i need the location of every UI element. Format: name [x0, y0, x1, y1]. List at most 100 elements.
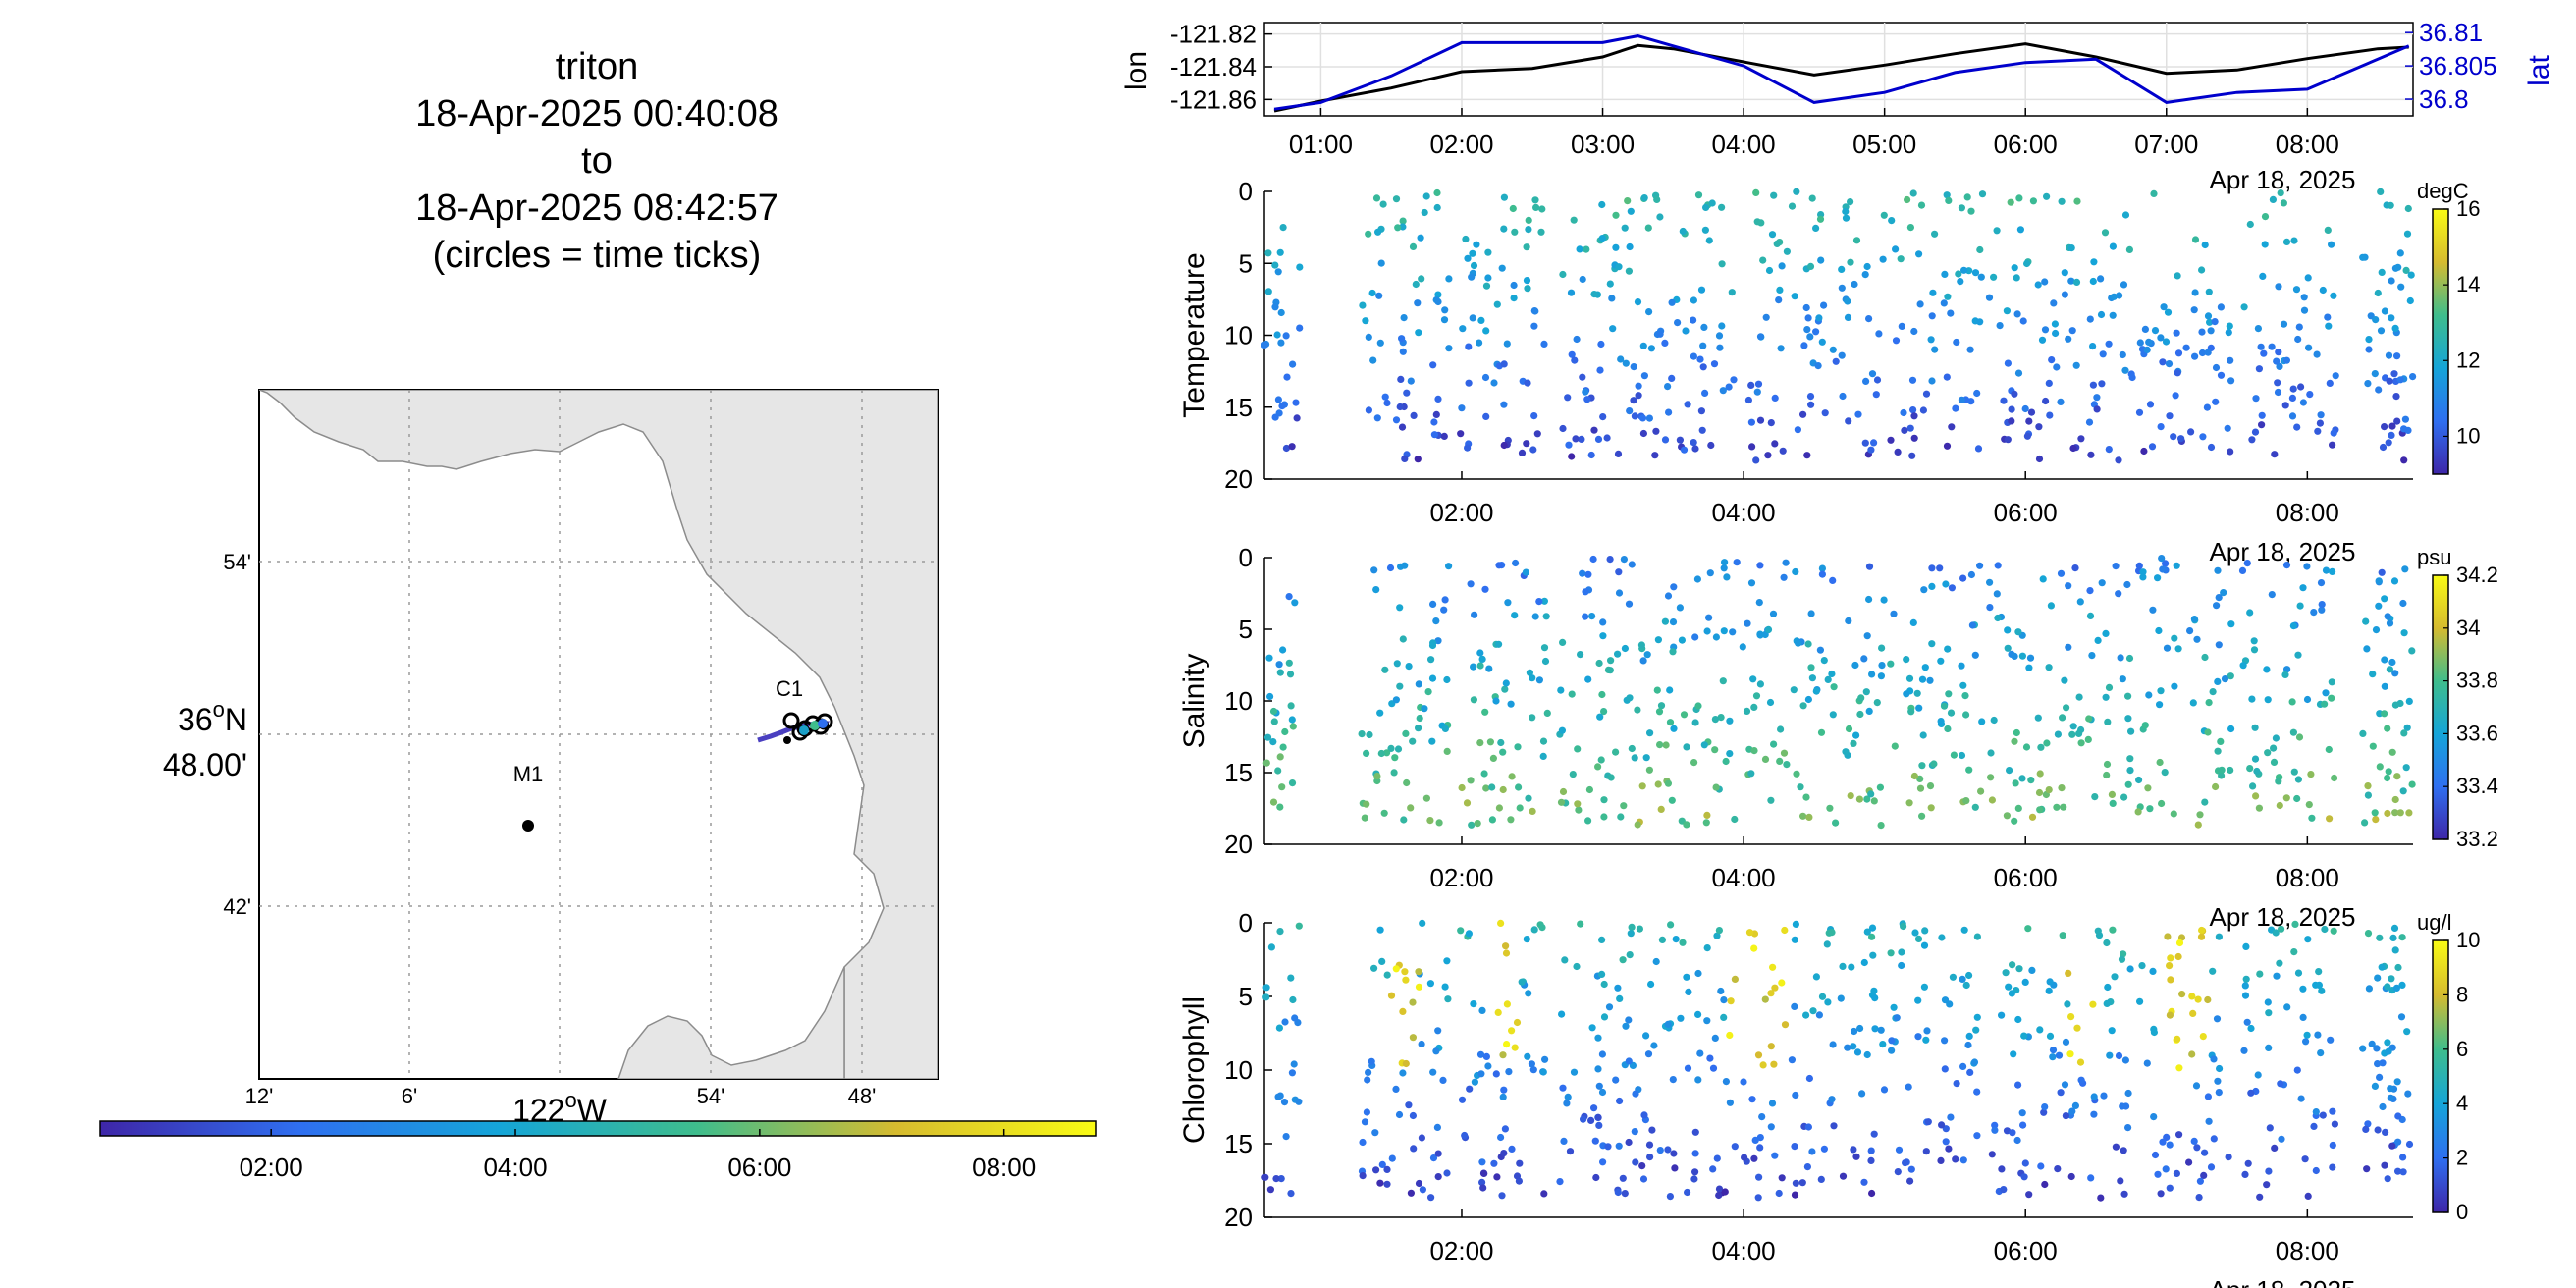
temperature-point — [1996, 322, 2004, 330]
chlorophyll-point — [1837, 994, 1845, 1002]
chlorophyll-point — [2405, 1140, 2414, 1149]
temperature-point — [2324, 313, 2332, 321]
temperature-point — [2164, 308, 2173, 316]
chlorophyll-point — [1792, 1179, 1799, 1187]
temperature-point — [1756, 333, 1765, 341]
chlorophyll-point — [2256, 1193, 2264, 1201]
salinity-colorbar-tick-label: 33.6 — [2456, 721, 2498, 745]
temperature-point — [1624, 197, 1632, 205]
chlorophyll-point — [2379, 1102, 2387, 1111]
chlorophyll-point — [2111, 973, 2119, 981]
chlorophyll-point — [2247, 1024, 2255, 1033]
chlorophyll-point — [1383, 971, 1391, 979]
salinity-point — [1643, 651, 1651, 659]
salinity-point — [2221, 675, 2229, 683]
salinity-point — [2214, 747, 2222, 755]
salinity-point — [1826, 804, 1834, 812]
temperature-point — [1538, 205, 1546, 213]
salinity-point — [1507, 816, 1515, 824]
chlorophyll-point — [2214, 1077, 2222, 1085]
salinity-point — [2326, 815, 2334, 823]
temperature-point — [1682, 327, 1690, 335]
salinity-point — [1940, 702, 1949, 710]
chlorophyll-point — [2014, 1081, 2022, 1089]
temperature-point — [2403, 230, 2412, 238]
chlorophyll-point — [1280, 1099, 1289, 1106]
salinity-point — [2288, 698, 2296, 706]
temperature-point — [1944, 293, 1952, 300]
chlorophyll-point — [1858, 1090, 1866, 1098]
salinity-point — [2157, 687, 2165, 695]
chlorophyll-point — [1767, 1043, 1775, 1050]
temperature-point — [1498, 264, 1506, 272]
salinity-point — [2163, 644, 2172, 652]
chlorophyll-point — [2164, 933, 2172, 940]
salinity-point — [2372, 816, 2380, 824]
salinity-point — [1693, 575, 1701, 583]
temperature-point — [2406, 296, 2414, 305]
chlorophyll-point — [1959, 975, 1966, 984]
chlorophyll-point — [2008, 990, 2015, 997]
temperature-point — [2292, 286, 2301, 294]
temperature-point — [2035, 455, 2044, 463]
salinity-point — [1857, 694, 1865, 702]
temperature-point — [2273, 357, 2281, 365]
salinity-point — [1373, 772, 1381, 780]
chlorophyll-point — [2020, 1173, 2028, 1181]
temperature-point — [1647, 345, 1655, 352]
salinity-point — [1390, 769, 1398, 777]
salinity-point — [1926, 782, 1935, 790]
temperature-point — [2365, 346, 2373, 353]
chlorophyll-point — [2117, 1177, 2124, 1185]
salinity-point — [2275, 778, 2282, 785]
temperature-point — [2207, 443, 2216, 452]
temperature-point — [1779, 447, 1787, 455]
salinity-point — [2186, 627, 2194, 635]
salinity-point — [1638, 782, 1646, 790]
temperature-point — [1292, 399, 1300, 406]
temperature-point — [1674, 319, 1682, 327]
salinity-point — [2075, 729, 2083, 738]
salinity-point — [1416, 714, 1423, 723]
temperature-point — [2388, 431, 2395, 439]
salinity-point — [2194, 821, 2202, 829]
temperature-point — [2014, 369, 2023, 377]
chlorophyll-point — [1666, 1193, 1674, 1201]
temperature-point — [1909, 189, 1917, 197]
temperature-point — [1922, 390, 1931, 398]
temperature-point — [2165, 360, 2174, 368]
temperature-point — [1888, 217, 1896, 225]
salinity-point — [2325, 745, 2333, 754]
chlorophyll-point — [1638, 1162, 1646, 1170]
temperature-point — [1990, 273, 1998, 281]
temperature-point — [1803, 326, 1811, 334]
salinity-point — [2205, 699, 2213, 707]
chlorophyll-point — [1900, 922, 1907, 931]
chlorophyll-point — [1664, 1020, 1672, 1028]
temperature-point — [1279, 224, 1287, 232]
temperature-point — [1465, 379, 1473, 387]
salinity-point — [1878, 644, 1886, 652]
chlorophyll-point — [1502, 949, 1511, 957]
salinity-point — [1540, 644, 1549, 652]
salinity-point — [2384, 809, 2391, 818]
temperature-point — [1993, 227, 2001, 235]
temperature-point — [1839, 392, 1847, 401]
temperature-point — [2402, 266, 2410, 274]
chlorophyll-point — [2304, 936, 2312, 943]
salinity-point — [1878, 662, 1886, 670]
chlorophyll-colorbar — [2432, 939, 2449, 1213]
temperature-point — [2140, 447, 2148, 456]
chlorophyll-point — [1815, 1011, 1823, 1019]
salinity-point — [1488, 783, 1496, 791]
temperature-point — [1771, 394, 1779, 402]
chlorophyll-point — [1863, 928, 1871, 936]
temperature-point — [2305, 344, 2313, 351]
chlorophyll-point — [2265, 1167, 2273, 1175]
temperature-point — [2174, 369, 2181, 377]
temperature-point — [1707, 441, 1715, 450]
salinity-point — [2145, 691, 2153, 699]
temperature-point — [1973, 389, 1981, 398]
salinity-point — [1905, 674, 1914, 682]
chlorophyll-point — [1636, 925, 1643, 933]
